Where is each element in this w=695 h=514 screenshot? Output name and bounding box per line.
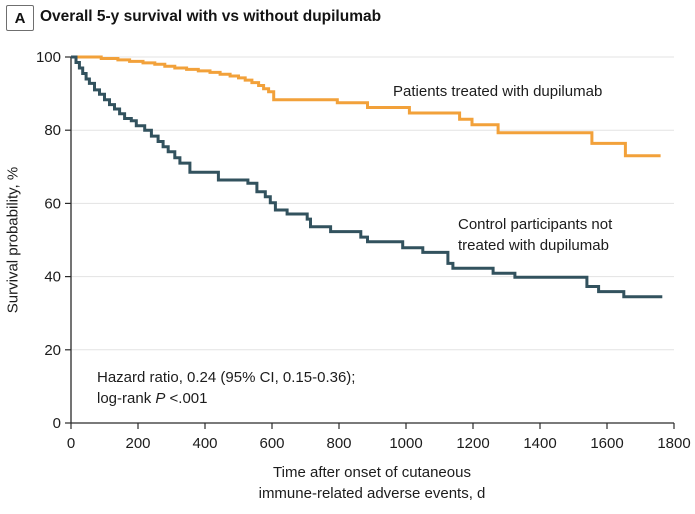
x-tick-label-800: 800 — [326, 435, 351, 452]
y-axis-title: Survival probability, % — [4, 166, 22, 314]
x-axis-title-line2: immune-related adverse events, d — [258, 485, 486, 502]
y-tick-label-40: 40 — [44, 269, 61, 286]
survival-curve-control — [71, 55, 663, 299]
panel-letter: A — [14, 9, 26, 27]
hazard-ratio-line: Hazard ratio, 0.24 (95% CI, 0.15-0.36); — [97, 369, 356, 386]
y-tick-label-0: 0 — [53, 415, 61, 432]
x-tick-label-1200: 1200 — [456, 435, 489, 452]
legend-label-control-line1: Control participants not — [458, 216, 613, 233]
x-tick-label-1800: 1800 — [657, 435, 690, 452]
x-tick-label-1600: 1600 — [590, 435, 623, 452]
x-tick-label-1400: 1400 — [523, 435, 556, 452]
legend-label-control: Control participants not treated with du… — [458, 214, 612, 256]
x-tick-label-400: 400 — [192, 435, 217, 452]
x-axis-title-line1: Time after onset of cutaneous — [273, 464, 471, 481]
x-tick-label-1000: 1000 — [389, 435, 422, 452]
x-tick-label-200: 200 — [125, 435, 150, 452]
x-tick-label-600: 600 — [259, 435, 284, 452]
p-value-symbol: P — [155, 390, 166, 407]
log-rank-line: log-rank P <.001 — [97, 390, 208, 407]
x-tick-label-0: 0 — [67, 435, 75, 452]
y-tick-label-80: 80 — [44, 122, 61, 139]
legend-label-control-line2: treated with dupilumab — [458, 237, 609, 254]
panel-title: Overall 5-y survival with vs without dup… — [40, 8, 382, 25]
survival-curve-dupilumab — [71, 55, 661, 158]
hazard-ratio-annotation: Hazard ratio, 0.24 (95% CI, 0.15-0.36); … — [97, 367, 355, 409]
panel-letter-badge: A — [6, 5, 34, 31]
y-tick-label-100: 100 — [36, 49, 61, 66]
y-tick-label-20: 20 — [44, 342, 61, 359]
legend-label-dupilumab: Patients treated with dupilumab — [393, 83, 603, 100]
y-tick-label-60: 60 — [44, 195, 61, 212]
